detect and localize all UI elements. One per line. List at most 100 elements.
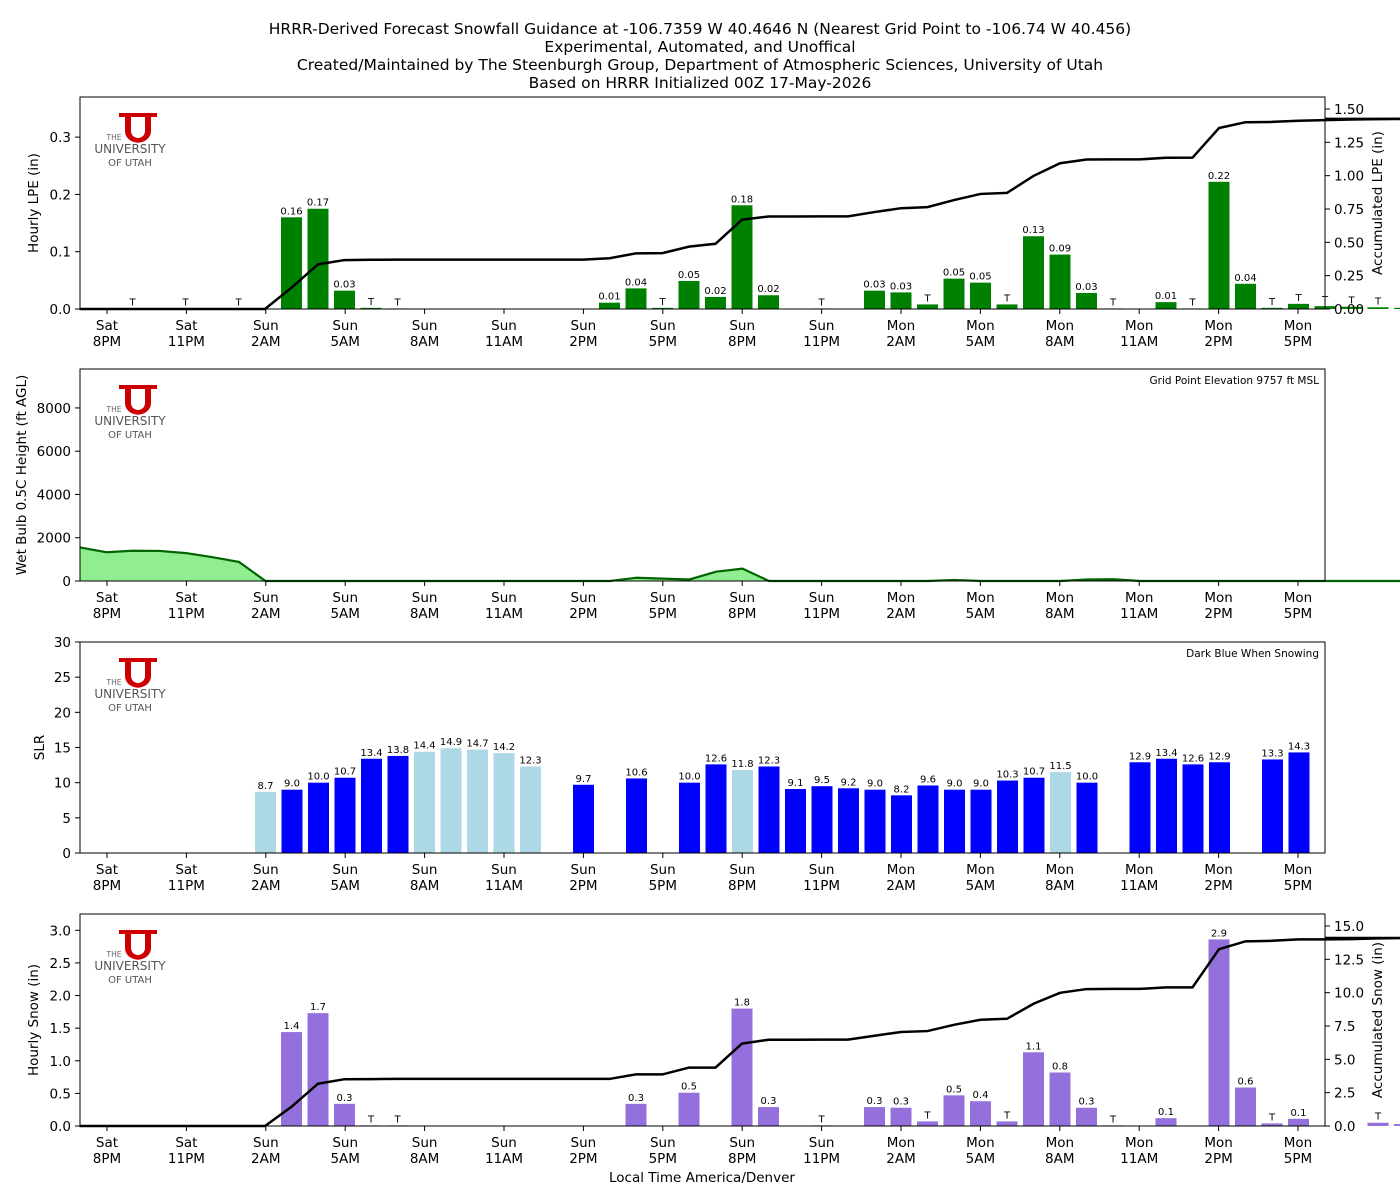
lpe-x-tick-label: Mon (1046, 318, 1074, 334)
slr-bar-label: 12.6 (705, 753, 727, 764)
lpe-axes-frame (79, 96, 1326, 310)
slr-bar-label: 11.8 (731, 759, 753, 770)
slr-bar-label: 12.9 (1129, 751, 1151, 762)
slr-bar (1023, 777, 1045, 853)
wbz-x-tick-label: Sun (650, 590, 676, 606)
lpe-bar (334, 290, 355, 309)
snow-y-tick-label: 0.0 (50, 1119, 71, 1135)
snow-bar-label: T (1374, 1112, 1382, 1123)
lpe-x-tick-label: Sun (412, 318, 438, 334)
wbz-x-tick-label: 11PM (168, 606, 205, 622)
lpe-bar (731, 205, 753, 309)
lpe-y-tick-label: 0.1 (50, 245, 71, 261)
slr-y-tick-label: 5 (62, 811, 71, 827)
snow-bar-label: T (817, 1114, 825, 1125)
wbz-x-tick-label: Sat (175, 590, 197, 606)
snow-bar-label: 0.3 (1079, 1097, 1095, 1108)
slr-bar (732, 770, 753, 853)
snow-bar (758, 1107, 779, 1126)
snow-bar (1076, 1107, 1097, 1126)
slr-bar-label: 9.0 (973, 779, 989, 790)
snow-x-tick-label: Sat (175, 1135, 197, 1151)
snow-bar-label: 2.9 (1211, 928, 1227, 939)
slr-bar (997, 780, 1018, 853)
snow-bar (970, 1101, 991, 1126)
snow-bar (334, 1103, 355, 1126)
slr-bar (838, 788, 859, 853)
snow-x-tick-label: 5AM (330, 1151, 359, 1167)
snow-x-tick-label: Sun (571, 1135, 597, 1151)
lpe-x-ticks: Sat8PMSat11PMSun2AMSun5AMSun8AMSun11AMSu… (93, 309, 1312, 350)
slr-bar (679, 782, 700, 853)
snow-bar (864, 1107, 885, 1126)
lpe-x-tick-label: Sun (650, 318, 676, 334)
lpe-bar-label: 0.18 (731, 194, 753, 205)
snow-y-tick-label: 3.0 (50, 923, 71, 939)
lpe-bar (625, 288, 647, 309)
wbz-x-tick-label: Sun (332, 590, 358, 606)
slr-x-tick-label: 5PM (1284, 878, 1312, 894)
slr-bar-label: 9.0 (947, 779, 963, 790)
wbz-x-tick-label: 8PM (93, 606, 121, 622)
snow-y2-tick-label: 2.5 (1334, 1086, 1355, 1102)
lpe-bar (1367, 307, 1389, 309)
slr-bar (864, 789, 886, 853)
snow-x-tick-label: 2PM (1204, 1151, 1232, 1167)
lpe-x-tick-label: Sun (729, 318, 755, 334)
slr-bar-label: 9.5 (814, 775, 830, 786)
snow-x-tick-label: 5PM (1284, 1151, 1312, 1167)
slr-x-tick-label: 2PM (1204, 878, 1232, 894)
snow-bar-label: 1.1 (1026, 1041, 1042, 1052)
snow-bar (731, 1008, 753, 1126)
wbz-area-fill (80, 547, 1400, 581)
wbz-logo-text-university: UNIVERSITY (94, 414, 166, 428)
wbz-y-tick-label: 4000 (37, 487, 71, 503)
slr-bar (467, 749, 488, 853)
slr-bar (1262, 759, 1283, 853)
lpe-bar (1049, 254, 1071, 309)
slr-y-ticks: 0 5 10 15 20 25 30 (54, 635, 80, 862)
lpe-bar (705, 296, 726, 309)
snow-bar (1288, 1118, 1309, 1126)
lpe-x-tick-label: Mon (966, 318, 994, 334)
lpe-y-tick-label: 0.3 (50, 130, 71, 146)
wbz-x-tick-label: 2AM (251, 606, 280, 622)
wbz-y-tick-label: 6000 (37, 444, 71, 460)
wbz-x-tick-label: Mon (1284, 590, 1312, 606)
snow-y-tick-label: 1.5 (50, 1021, 71, 1037)
snow-y2-axis-label: Accumulated Snow (in) (1370, 942, 1386, 1098)
snow-bar (625, 1103, 647, 1126)
lpe-x-tick-label: Mon (887, 318, 915, 334)
lpe-x-tick-label: 2PM (1204, 334, 1232, 350)
lpe-bar-label: T (923, 293, 931, 304)
snow-bar-label: 0.4 (973, 1090, 989, 1101)
snow-bar-label: 0.3 (867, 1096, 883, 1107)
slr-logo-text-the: THE (106, 678, 122, 687)
lpe-x-tick-label: 8PM (93, 334, 121, 350)
snow-x-tick-label: 8PM (93, 1151, 121, 1167)
lpe-bar-label: 0.22 (1208, 171, 1230, 182)
lpe-bar-label: T (367, 297, 375, 308)
lpe-bar (1235, 283, 1256, 309)
lpe-bar (1155, 302, 1177, 309)
wbz-logo-u-icon (122, 385, 154, 415)
lpe-bar-label: 0.04 (625, 277, 647, 288)
lpe-y2-tick-label: 1.25 (1334, 135, 1364, 151)
slr-bar (1182, 764, 1204, 853)
lpe-bar-label: 0.09 (1049, 244, 1071, 255)
lpe-x-tick-label: Sat (96, 318, 118, 334)
slr-x-tick-label: Mon (966, 862, 994, 878)
slr-x-tick-label: 8PM (93, 878, 121, 894)
snow-x-tick-label: Sun (253, 1135, 279, 1151)
snow-bar (307, 1013, 329, 1126)
slr-bar (1129, 762, 1151, 853)
snow-bar (1235, 1087, 1256, 1126)
snow-x-tick-label: 5AM (966, 1151, 995, 1167)
snow-x-tick-label: Sun (650, 1135, 676, 1151)
snow-x-tick-label: 2AM (886, 1151, 915, 1167)
snow-x-tick-label: 11AM (1120, 1151, 1158, 1167)
snow-x-ticks: Sat8PMSat11PMSun2AMSun5AMSun8AMSun11AMSu… (93, 1126, 1312, 1167)
snow-logo-text-of-utah: OF UTAH (108, 975, 152, 986)
